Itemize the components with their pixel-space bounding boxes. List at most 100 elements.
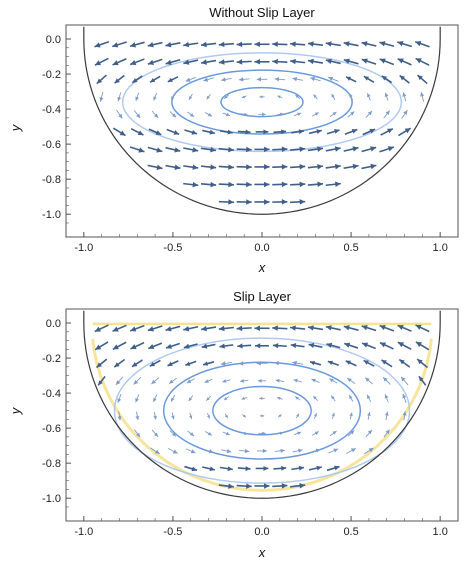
semicircle-boundary bbox=[83, 26, 441, 215]
vector-arrowhead bbox=[117, 398, 122, 403]
vector-arrowhead bbox=[281, 146, 288, 153]
vector-arrowhead bbox=[117, 416, 122, 421]
vector-arrowhead bbox=[404, 128, 411, 134]
vector-arrowhead bbox=[189, 113, 195, 117]
vector-arrowhead bbox=[397, 324, 404, 331]
vector-arrowhead bbox=[132, 78, 138, 83]
vector-arrowhead bbox=[263, 466, 269, 471]
streamline bbox=[121, 52, 403, 153]
vector-arrowhead bbox=[277, 95, 281, 99]
vector-arrowhead bbox=[314, 112, 319, 116]
vector-arrowhead bbox=[223, 396, 228, 401]
vector-arrowhead bbox=[326, 342, 333, 348]
x-tick-label: 0.5 bbox=[343, 242, 358, 254]
streamline bbox=[113, 337, 411, 484]
vector-arrowhead bbox=[296, 413, 299, 417]
vector-arrowhead bbox=[174, 147, 181, 153]
vector-arrowhead bbox=[165, 41, 172, 48]
vector-arrowhead bbox=[281, 164, 288, 170]
vector-arrowhead bbox=[191, 129, 197, 135]
vector-arrowhead bbox=[298, 465, 304, 471]
vector-arrowhead bbox=[167, 361, 173, 366]
streamline bbox=[162, 361, 362, 460]
vector-arrowhead bbox=[317, 163, 323, 170]
vector-arrowhead bbox=[130, 326, 137, 332]
vector-arrowhead bbox=[397, 342, 405, 348]
vector-arrowhead bbox=[221, 77, 226, 82]
vector-arrowhead bbox=[154, 113, 159, 118]
x-tick-label: 0.5 bbox=[343, 526, 358, 538]
vector-arrowhead bbox=[238, 77, 244, 82]
vector-arrowhead bbox=[228, 146, 234, 153]
vector-arrowhead bbox=[156, 147, 163, 153]
vector-arrowhead bbox=[281, 199, 288, 205]
vector-arrowhead bbox=[333, 448, 339, 453]
vector-arrowhead bbox=[399, 359, 405, 365]
vector-arrowhead bbox=[244, 112, 248, 117]
y-axis-label: y bbox=[8, 406, 23, 415]
vector-arrowhead bbox=[238, 361, 244, 366]
vector-arrowhead bbox=[153, 397, 157, 402]
vector-arrowhead bbox=[363, 360, 369, 365]
vector-arrowhead bbox=[315, 448, 321, 453]
vector-arrowhead bbox=[308, 342, 315, 348]
vector-arrowhead bbox=[331, 395, 335, 400]
vector-arrowhead bbox=[402, 411, 407, 416]
vector-arrowhead bbox=[192, 181, 199, 188]
y-tick-label: -1.0 bbox=[42, 209, 61, 221]
vector-arrowhead bbox=[370, 163, 377, 170]
y-tick-label: -0.8 bbox=[42, 174, 61, 186]
vector-arrowhead bbox=[278, 414, 282, 418]
vector-arrowhead bbox=[317, 146, 323, 152]
vector-arrowhead bbox=[190, 449, 196, 454]
vector-arrowhead bbox=[349, 93, 353, 98]
vector-arrowhead bbox=[263, 129, 269, 135]
vector-arrowhead bbox=[246, 181, 252, 188]
vector-arrowhead bbox=[368, 447, 374, 453]
vector-arrowhead bbox=[150, 77, 156, 83]
vector-arrowhead bbox=[331, 93, 335, 98]
vector-arrowhead bbox=[264, 146, 270, 153]
vector-arrowhead bbox=[236, 325, 243, 332]
vector-arrowhead bbox=[343, 325, 350, 331]
vector-arrowhead bbox=[130, 59, 137, 66]
vector-arrowhead bbox=[309, 360, 315, 366]
vector-arrowhead bbox=[307, 58, 314, 65]
vector-arrowhead bbox=[259, 95, 263, 99]
panel-without-slip-layer: Without Slip Layer x y -1.0 -0.5 0.0 0.5 1.0… bbox=[8, 5, 459, 275]
vector-arrowhead bbox=[204, 379, 209, 383]
vector-arrowhead bbox=[228, 483, 234, 489]
vector-arrowhead bbox=[188, 397, 193, 402]
vector-arrowhead bbox=[384, 394, 389, 399]
vector-arrowhead bbox=[255, 343, 261, 349]
vector-arrowhead bbox=[153, 432, 159, 437]
x-tick-label: 1.0 bbox=[433, 242, 448, 254]
vector-arrowhead bbox=[192, 164, 199, 170]
vector-arrowhead bbox=[383, 377, 388, 382]
vector-arrowhead bbox=[344, 342, 351, 348]
vector-arrowhead bbox=[262, 448, 267, 453]
vector-arrowhead bbox=[290, 342, 297, 349]
chart-title: Slip Layer bbox=[233, 289, 291, 304]
vector-arrowhead bbox=[132, 362, 138, 367]
vector-arrowhead bbox=[112, 42, 119, 48]
y-tick-label: 0.0 bbox=[46, 318, 61, 330]
chart-title: Without Slip Layer bbox=[209, 5, 315, 20]
vector-arrowhead bbox=[293, 378, 298, 383]
vector-arrowhead bbox=[210, 146, 217, 153]
vector-arrowhead bbox=[367, 394, 371, 399]
vector-arrowhead bbox=[189, 96, 193, 100]
vector-arrowhead bbox=[275, 378, 280, 383]
y-tick-label: -0.2 bbox=[42, 353, 61, 365]
vector-arrowhead bbox=[362, 342, 369, 348]
vector-arrowhead bbox=[210, 164, 217, 170]
vector-arrowhead bbox=[334, 163, 341, 170]
x-tick-label: 0.0 bbox=[254, 242, 269, 254]
vector-arrowhead bbox=[224, 414, 228, 419]
vector-arrowhead bbox=[417, 359, 423, 365]
vector-arrowhead bbox=[367, 412, 371, 416]
vector-arrowhead bbox=[98, 380, 103, 386]
vector-arrowhead bbox=[415, 58, 422, 64]
vector-arrowhead bbox=[95, 344, 102, 350]
vector-arrowhead bbox=[153, 96, 157, 101]
